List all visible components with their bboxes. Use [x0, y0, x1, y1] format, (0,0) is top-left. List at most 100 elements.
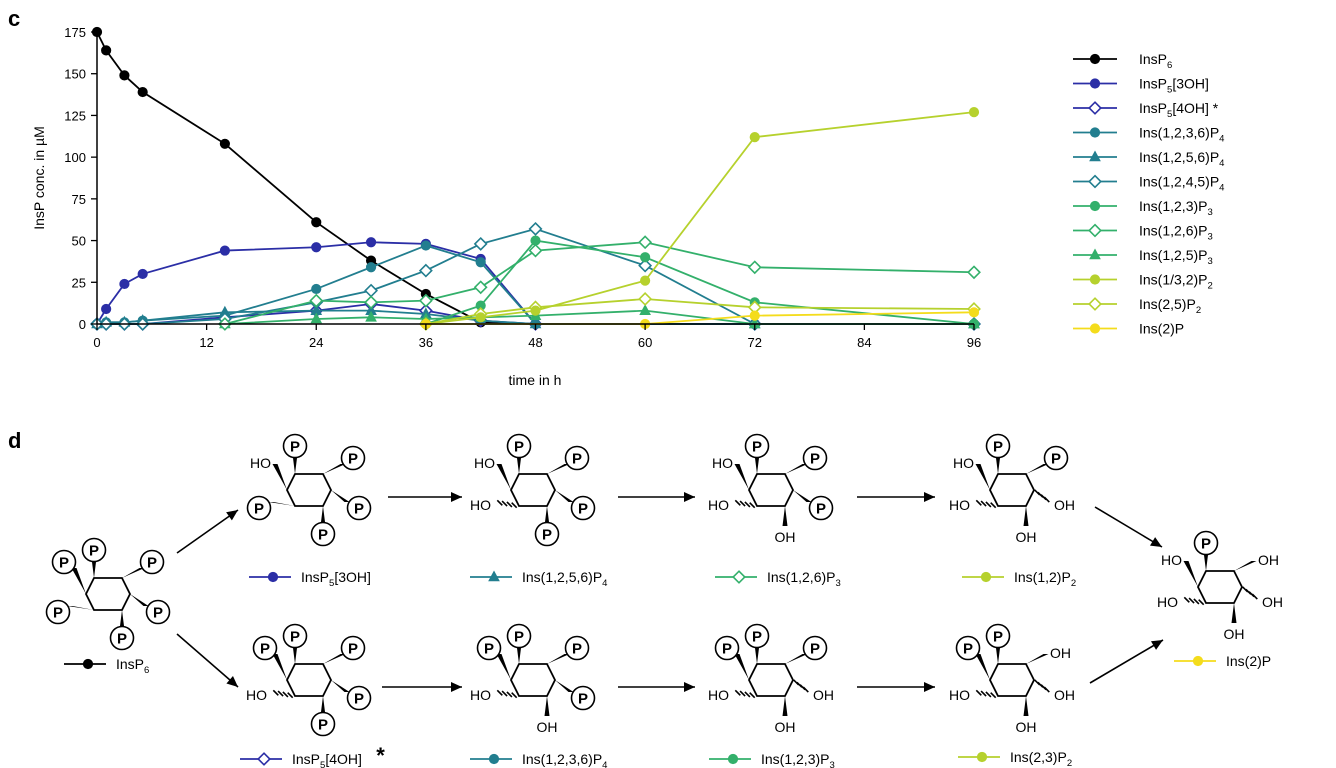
hashed-bond	[277, 690, 284, 697]
compound-label: Ins(1,2,3)P3	[761, 751, 835, 768]
phosphate-label: P	[348, 641, 358, 658]
compound-label: Ins(1,2,5,6)P4	[522, 569, 608, 589]
hashed-bond	[272, 689, 279, 696]
data-point	[310, 312, 323, 324]
compound-star: *	[376, 743, 385, 768]
phosphate-label: P	[318, 717, 328, 734]
wedge-bond	[320, 696, 326, 716]
wedge-bond	[782, 506, 788, 526]
label-insp5-3oh: InsP5[3OH]	[249, 569, 371, 589]
hydroxyl-label: OH	[1258, 552, 1279, 568]
phosphate-label: P	[318, 527, 328, 544]
hashed-bond	[739, 500, 746, 507]
legend-marker	[1088, 174, 1102, 189]
hydroxyl-label: OH	[1054, 687, 1075, 703]
legend-item: Ins(2)P	[1073, 321, 1184, 337]
hashed-bond	[980, 500, 987, 507]
phosphate-circle	[802, 445, 828, 471]
legend-label: InsP5[4OH] *	[1139, 100, 1219, 120]
data-point	[137, 86, 148, 98]
hydroxyl-label: OH	[1224, 626, 1245, 642]
phosphate-circle	[506, 623, 532, 649]
arrow-head	[684, 492, 695, 502]
phosphate-circle	[346, 495, 372, 521]
molecule-ins12p2: P P OH OH HO HO	[949, 433, 1075, 545]
hashed-bond	[990, 502, 997, 509]
phosphate-label: P	[578, 501, 588, 518]
data-point	[473, 236, 488, 251]
x-tick-label: 96	[967, 335, 981, 350]
phosphate-label: P	[1201, 536, 1211, 553]
legend-label: InsP5[3OH]	[1139, 76, 1209, 96]
y-tick-label: 175	[64, 25, 86, 40]
arrow-head	[451, 682, 462, 692]
phosphate-label: P	[354, 501, 364, 518]
compound-marker	[732, 570, 746, 584]
wedge-bond	[320, 506, 326, 526]
compound-marker	[976, 751, 988, 763]
compound-marker	[267, 571, 279, 583]
hashed-bond	[511, 502, 518, 509]
data-point	[311, 217, 322, 228]
legend-marker	[1089, 53, 1101, 65]
legend-item: Ins(2,5)P2	[1073, 296, 1201, 316]
plot-area	[90, 26, 981, 331]
hashed-bond	[501, 500, 508, 507]
legend-label: Ins(1,2,5,6)P4	[1139, 149, 1225, 169]
phosphate-circle	[564, 445, 590, 471]
phosphate-circle	[802, 635, 828, 661]
phosphate-circle	[534, 521, 560, 547]
cyclohexane-ring	[509, 473, 557, 507]
phosphate-label: P	[354, 691, 364, 708]
x-tick-label: 0	[93, 335, 100, 350]
legend-marker	[1089, 127, 1101, 138]
data-point	[219, 245, 230, 256]
phosphate-label: P	[963, 641, 973, 658]
compound-label: Ins(1,2,3,6)P4	[522, 751, 608, 768]
label-ins126p3: Ins(1,2,6)P3	[715, 569, 841, 589]
arrow-top-3	[857, 492, 935, 502]
phosphate-label: P	[89, 543, 99, 560]
hydroxyl-label: HO	[1161, 552, 1182, 568]
wedge-bond	[292, 454, 298, 474]
phosphate-circle	[506, 433, 532, 459]
arrow-head	[1149, 537, 1162, 547]
hashed-bond	[496, 499, 503, 506]
legend-item: Ins(1,2,3)P3	[1073, 198, 1213, 218]
cyclohexane-ring	[747, 473, 795, 507]
wedge-bond	[67, 606, 94, 610]
wedge-bond	[331, 680, 350, 692]
cyclohexane-ring	[1196, 570, 1244, 604]
compound-label: InsP6	[116, 656, 149, 676]
arrow-head	[924, 682, 935, 692]
wedge-bond	[785, 464, 808, 474]
label-ins1256p4: Ins(1,2,5,6)P4	[470, 569, 608, 589]
molecule-ins2p: P OH OH OH HO HO	[1157, 530, 1283, 642]
phosphate-label: P	[810, 451, 820, 468]
compound-label: Ins(2)P	[1226, 653, 1271, 669]
series-line	[224, 241, 975, 325]
arrow-top-4	[1094, 506, 1163, 548]
phosphate-circle	[340, 445, 366, 471]
data-point	[101, 303, 112, 315]
data-point	[528, 221, 543, 236]
hydroxyl-label: OH	[1016, 529, 1037, 545]
cyclohexane-ring	[988, 473, 1036, 507]
data-point	[640, 275, 651, 286]
hydroxyl-label: HO	[949, 687, 970, 703]
data-point	[638, 292, 653, 306]
phosphate-circle	[51, 549, 77, 575]
hashed-bond	[282, 691, 289, 698]
data-point	[640, 252, 651, 263]
legend-marker	[1088, 223, 1102, 238]
legend-item: Ins(1,2,4,5)P4	[1073, 174, 1225, 194]
wedge-bond	[1183, 561, 1198, 587]
wedge-bond	[544, 506, 550, 526]
wedge-bond	[734, 464, 749, 490]
data-point	[365, 237, 377, 248]
wedge-bond	[793, 490, 812, 502]
phosphate-label: P	[578, 691, 588, 708]
y-tick-label: 150	[64, 67, 86, 82]
compound-marker	[1192, 655, 1204, 667]
wedge-bond	[1023, 506, 1029, 526]
